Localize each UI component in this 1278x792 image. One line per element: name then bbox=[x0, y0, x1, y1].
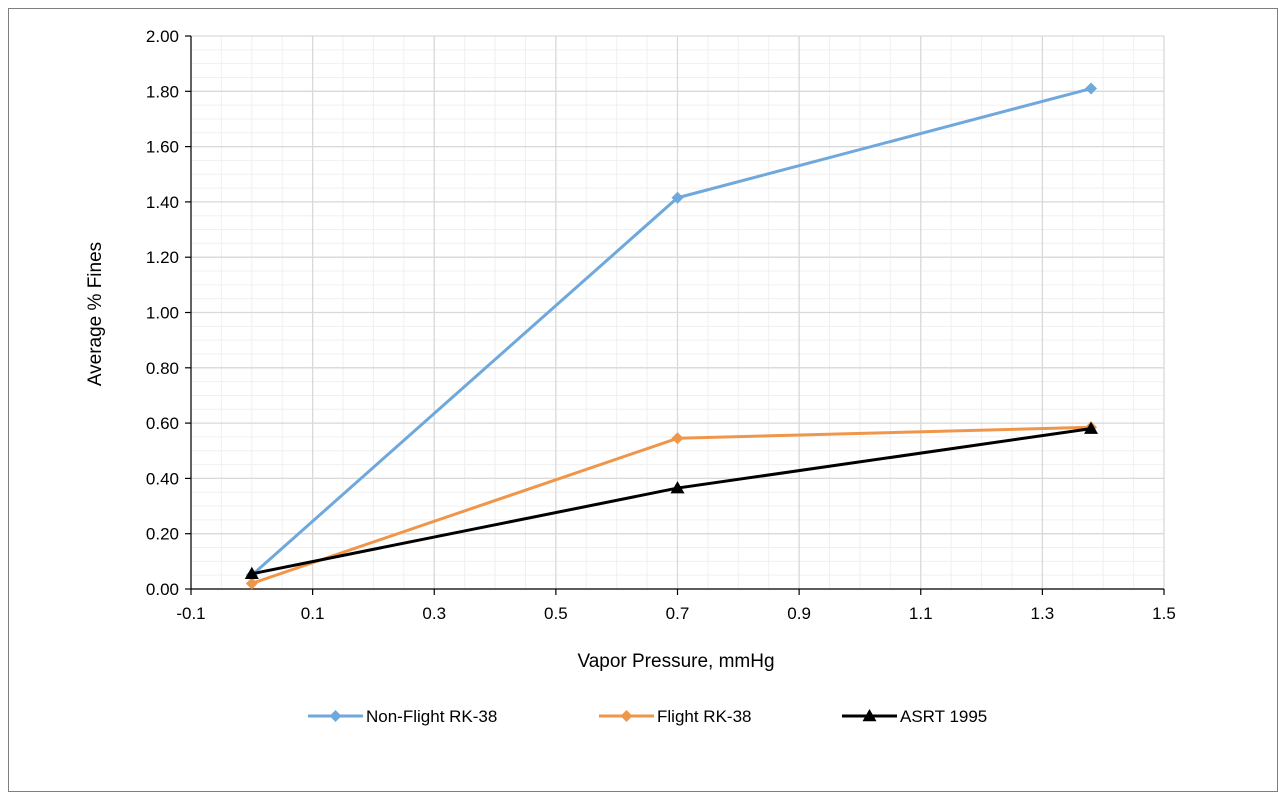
legend-swatch-marker bbox=[620, 710, 633, 722]
y-axis-title: Average % Fines bbox=[85, 242, 106, 386]
x-axis-title: Vapor Pressure, mmHg bbox=[577, 651, 774, 672]
chart-frame bbox=[8, 8, 1278, 792]
legend-swatch-marker bbox=[862, 709, 877, 722]
gridlines bbox=[190, 35, 1165, 590]
data-point-marker bbox=[1084, 421, 1099, 434]
legend-label: Non-Flight RK-38 bbox=[366, 707, 497, 726]
data-point-marker bbox=[670, 481, 685, 494]
data-point-marker bbox=[1085, 82, 1098, 95]
y-tick-label: 1.00 bbox=[146, 304, 179, 323]
legend-item: Non-Flight RK-38 bbox=[308, 707, 497, 726]
y-tick-label: 1.60 bbox=[146, 138, 179, 157]
x-tick-label: 1.3 bbox=[1031, 604, 1055, 623]
axes bbox=[185, 35, 1165, 595]
legend-label: ASRT 1995 bbox=[900, 707, 987, 726]
x-tick-label: -0.1 bbox=[176, 604, 205, 623]
series bbox=[244, 82, 1099, 590]
data-point-marker bbox=[244, 566, 259, 580]
x-tick-label: 0.7 bbox=[666, 604, 690, 623]
series-line bbox=[250, 87, 1092, 577]
y-tick-label: 1.80 bbox=[146, 82, 179, 101]
data-point-marker bbox=[245, 577, 258, 590]
x-tick-label: 1.5 bbox=[1152, 604, 1176, 623]
legend: Non-Flight RK-38 Flight RK-38 ASRT 1995 bbox=[308, 707, 987, 726]
x-tick-label: 1.1 bbox=[909, 604, 933, 623]
data-point-marker bbox=[671, 432, 684, 445]
legend-item: Flight RK-38 bbox=[599, 707, 751, 726]
x-tick-label: 0.9 bbox=[787, 604, 811, 623]
legend-swatch-marker bbox=[329, 710, 342, 722]
y-tick-label: 1.20 bbox=[146, 248, 179, 267]
legend-item: ASRT 1995 bbox=[842, 707, 987, 726]
tick-labels: -0.1 0.1 0.3 0.5 0.7 0.9 1.1 1.3 1.5 0.00 0.20 0.40… bbox=[146, 27, 1176, 623]
y-tick-label: 0.20 bbox=[146, 525, 179, 544]
x-tick-label: 0.3 bbox=[422, 604, 446, 623]
series-asrt-1995 bbox=[244, 421, 1099, 580]
x-tick-label: 0.1 bbox=[301, 604, 325, 623]
y-tick-label: 0.60 bbox=[146, 414, 179, 433]
y-tick-label: 0.40 bbox=[146, 469, 179, 488]
y-tick-label: 2.00 bbox=[146, 27, 179, 46]
y-tick-label: 0.00 bbox=[146, 580, 179, 599]
data-point-marker bbox=[671, 191, 684, 204]
legend-label: Flight RK-38 bbox=[657, 707, 751, 726]
y-tick-label: 0.80 bbox=[146, 359, 179, 378]
x-tick-label: 0.5 bbox=[544, 604, 568, 623]
y-tick-label: 1.40 bbox=[146, 193, 179, 212]
